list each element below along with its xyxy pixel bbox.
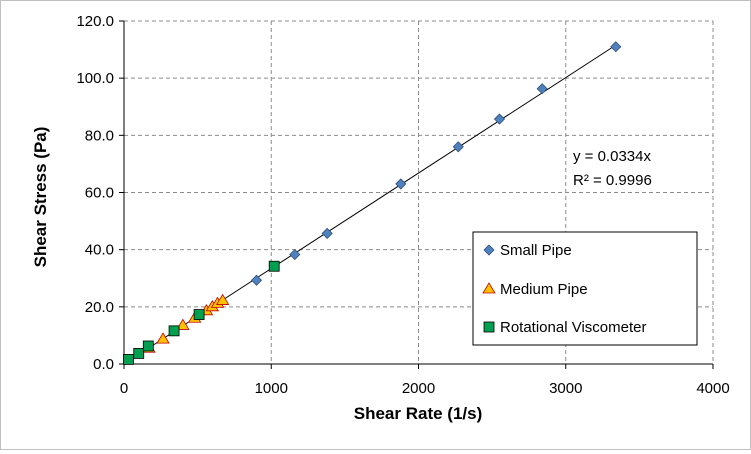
x-tick-label: 2000: [402, 380, 435, 397]
tick-labels: 0 1000 2000 3000 4000 0.0 20.0 40.0 60.0 80.0 100.…: [76, 13, 729, 397]
x-tick-label: 0: [120, 380, 128, 397]
y-tick-label: 120.0: [76, 13, 114, 30]
legend-box: [472, 231, 698, 346]
small-pipe-point: [452, 141, 464, 153]
y-tick-label: 80.0: [85, 127, 114, 144]
r-squared-label: R² = 0.9996: [573, 172, 652, 189]
x-tick-label: 1000: [255, 380, 288, 397]
small-pipe-point: [321, 227, 333, 239]
small-pipe-point: [536, 83, 548, 95]
y-tick-label: 20.0: [85, 299, 114, 316]
y-tick-label: 40.0: [85, 242, 114, 259]
legend-label: Small Pipe: [500, 242, 572, 259]
rotational-viscometer-point: [193, 309, 205, 320]
small-pipe-point: [395, 178, 407, 190]
legend-marker-square: [483, 321, 495, 333]
x-tick-label: 3000: [549, 380, 582, 397]
legend-item-rotational-viscometer: Rotational Viscometer: [483, 319, 646, 336]
y-tick-label: 100.0: [76, 70, 114, 87]
legend-label: Medium Pipe: [500, 281, 588, 298]
rotational-viscometer-point: [168, 325, 180, 337]
legend-item-medium-pipe: Medium Pipe: [482, 281, 588, 298]
x-tick-label: 4000: [696, 380, 729, 397]
medium-pipe-point: [156, 332, 170, 344]
small-pipe-point: [493, 113, 506, 125]
small-pipe-point: [250, 274, 263, 286]
data-points: [123, 41, 622, 365]
y-tick-label: 60.0: [85, 185, 114, 202]
rotational-viscometer-point: [133, 348, 145, 359]
legend-marker-diamond: [483, 244, 495, 256]
small-pipe-point: [289, 248, 301, 261]
x-axis-title: Shear Rate (1/s): [354, 404, 483, 423]
legend-marker-triangle: [482, 282, 496, 294]
rotational-viscometer-point: [268, 260, 280, 272]
legend-item-small-pipe: Small Pipe: [483, 242, 572, 259]
axes: [119, 20, 714, 369]
rotational-viscometer-point: [123, 354, 134, 365]
legend: Small Pipe Medium Pipe Rotational Viscom…: [472, 231, 698, 346]
y-axis-title: Shear Stress (Pa): [31, 127, 50, 268]
legend-label: Rotational Viscometer: [500, 319, 646, 336]
medium-pipe-point: [176, 318, 190, 330]
y-tick-label: 0.0: [93, 356, 114, 373]
medium-pipe-point: [215, 293, 230, 305]
small-pipe-point: [610, 41, 622, 53]
trendline-equation: y = 0.0334x: [573, 148, 651, 165]
rotational-viscometer-point: [142, 340, 154, 352]
